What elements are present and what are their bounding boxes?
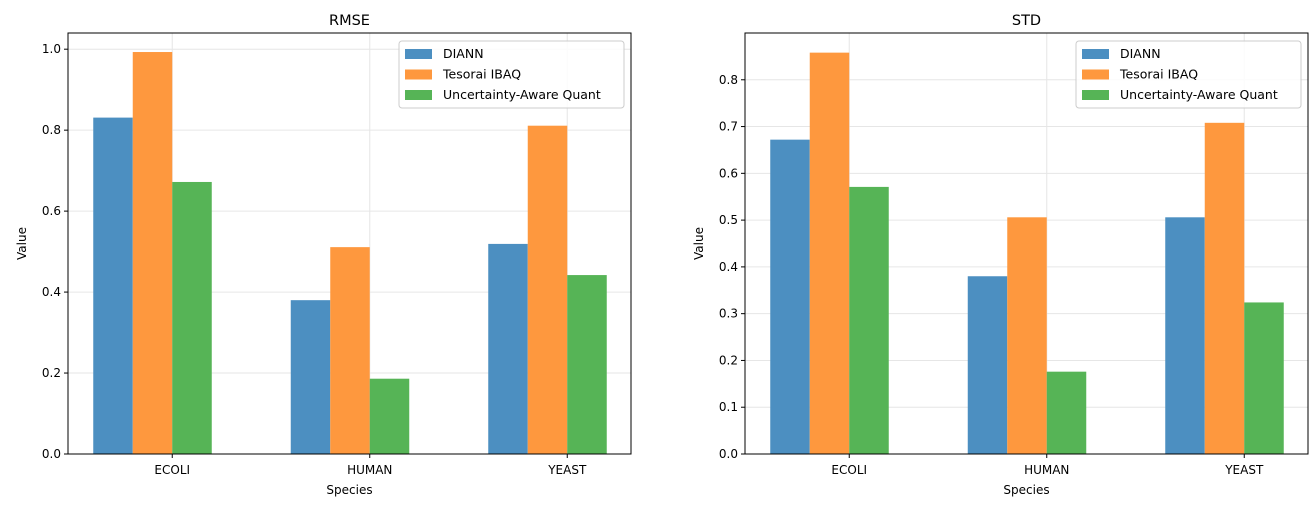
y-tick-label: 0.3	[719, 307, 738, 321]
x-tick-label: ECOLI	[154, 463, 190, 477]
y-tick-label: 0.2	[42, 366, 61, 380]
y-tick-label: 0.6	[719, 166, 738, 180]
y-tick-label: 0.8	[719, 73, 738, 87]
y-tick-label: 1.0	[42, 42, 61, 56]
y-tick-label: 0.7	[719, 120, 738, 134]
y-tick-label: 0.8	[42, 123, 61, 137]
legend-swatch	[1082, 69, 1109, 80]
bar-uncertainty-aware-quant-ecoli	[849, 186, 889, 454]
bar-diann-yeast	[1165, 217, 1205, 454]
chart-title: RMSE	[329, 13, 370, 29]
x-tick-label: YEAST	[547, 463, 587, 477]
y-tick-label: 0.5	[719, 213, 738, 227]
x-tick-label: HUMAN	[347, 463, 392, 477]
bar-uncertainty-aware-quant-yeast	[1244, 302, 1284, 454]
legend-label: Tesorai IBAQ	[1119, 67, 1198, 82]
bar-diann-ecoli	[93, 117, 133, 455]
x-tick-label: HUMAN	[1024, 463, 1069, 477]
y-axis-label: Value	[692, 227, 706, 260]
y-tick-label: 0.0	[42, 447, 61, 461]
legend: DIANN Tesorai IBAQ Uncertainty-Aware Quant	[398, 40, 625, 109]
legend-label: DIANN	[1120, 46, 1161, 61]
bar-uncertainty-aware-quant-human	[1046, 371, 1087, 454]
bar-tesorai-ibaq-ecoli	[132, 52, 173, 454]
bar-diann-yeast	[488, 243, 528, 454]
x-tick-label: YEAST	[1224, 463, 1264, 477]
bar-tesorai-ibaq-human	[330, 247, 370, 454]
x-tick-label: ECOLI	[831, 463, 867, 477]
legend-swatch	[405, 69, 432, 80]
legend-swatch	[405, 90, 432, 100]
axes-frame	[67, 32, 632, 455]
bar-tesorai-ibaq-ecoli	[809, 52, 850, 454]
x-axis-label: Species	[326, 483, 372, 497]
legend-label: Uncertainty-Aware Quant	[1120, 87, 1278, 102]
legend-box	[398, 40, 625, 109]
chart-panel-rmse: 0.0 0.2 0.4 0.6 0.8 1.0 ECOLI HUMAN YEAST RMSE Spe…	[15, 13, 632, 497]
bar-tesorai-ibaq-yeast	[527, 125, 568, 454]
y-axis-label: Value	[15, 227, 29, 260]
legend-box	[1075, 40, 1302, 109]
bar-uncertainty-aware-quant-yeast	[567, 275, 607, 454]
y-tick-label: 0.0	[719, 447, 738, 461]
y-tick-label: 0.4	[719, 260, 738, 274]
bar-uncertainty-aware-quant-ecoli	[172, 181, 212, 454]
chart-title: STD	[1012, 13, 1041, 29]
bar-tesorai-ibaq-human	[1007, 217, 1047, 454]
y-tick-label: 0.2	[719, 353, 738, 367]
y-tick-label: 0.4	[42, 285, 61, 299]
bar-diann-ecoli	[770, 139, 810, 455]
x-axis-label: Species	[1003, 483, 1049, 497]
y-tick-label: 0.1	[719, 400, 738, 414]
legend-swatch	[1082, 49, 1109, 59]
legend-label: Tesorai IBAQ	[442, 67, 521, 82]
bar-diann-human	[967, 276, 1008, 454]
legend-label: DIANN	[443, 46, 484, 61]
legend: DIANN Tesorai IBAQ Uncertainty-Aware Quant	[1075, 40, 1302, 109]
legend-label: Uncertainty-Aware Quant	[443, 87, 601, 102]
y-tick-label: 0.6	[42, 204, 61, 218]
legend-swatch	[405, 49, 432, 59]
axes-frame	[744, 32, 1309, 455]
bar-uncertainty-aware-quant-human	[369, 378, 410, 454]
legend-swatch	[1082, 90, 1109, 100]
chart-panel-std: 0.0 0.1 0.2 0.3 0.4 0.5 0.6 0.7 0.8 ECOLI HUMAN YEA…	[692, 13, 1309, 497]
bar-tesorai-ibaq-yeast	[1204, 122, 1245, 455]
bar-diann-human	[290, 300, 331, 454]
